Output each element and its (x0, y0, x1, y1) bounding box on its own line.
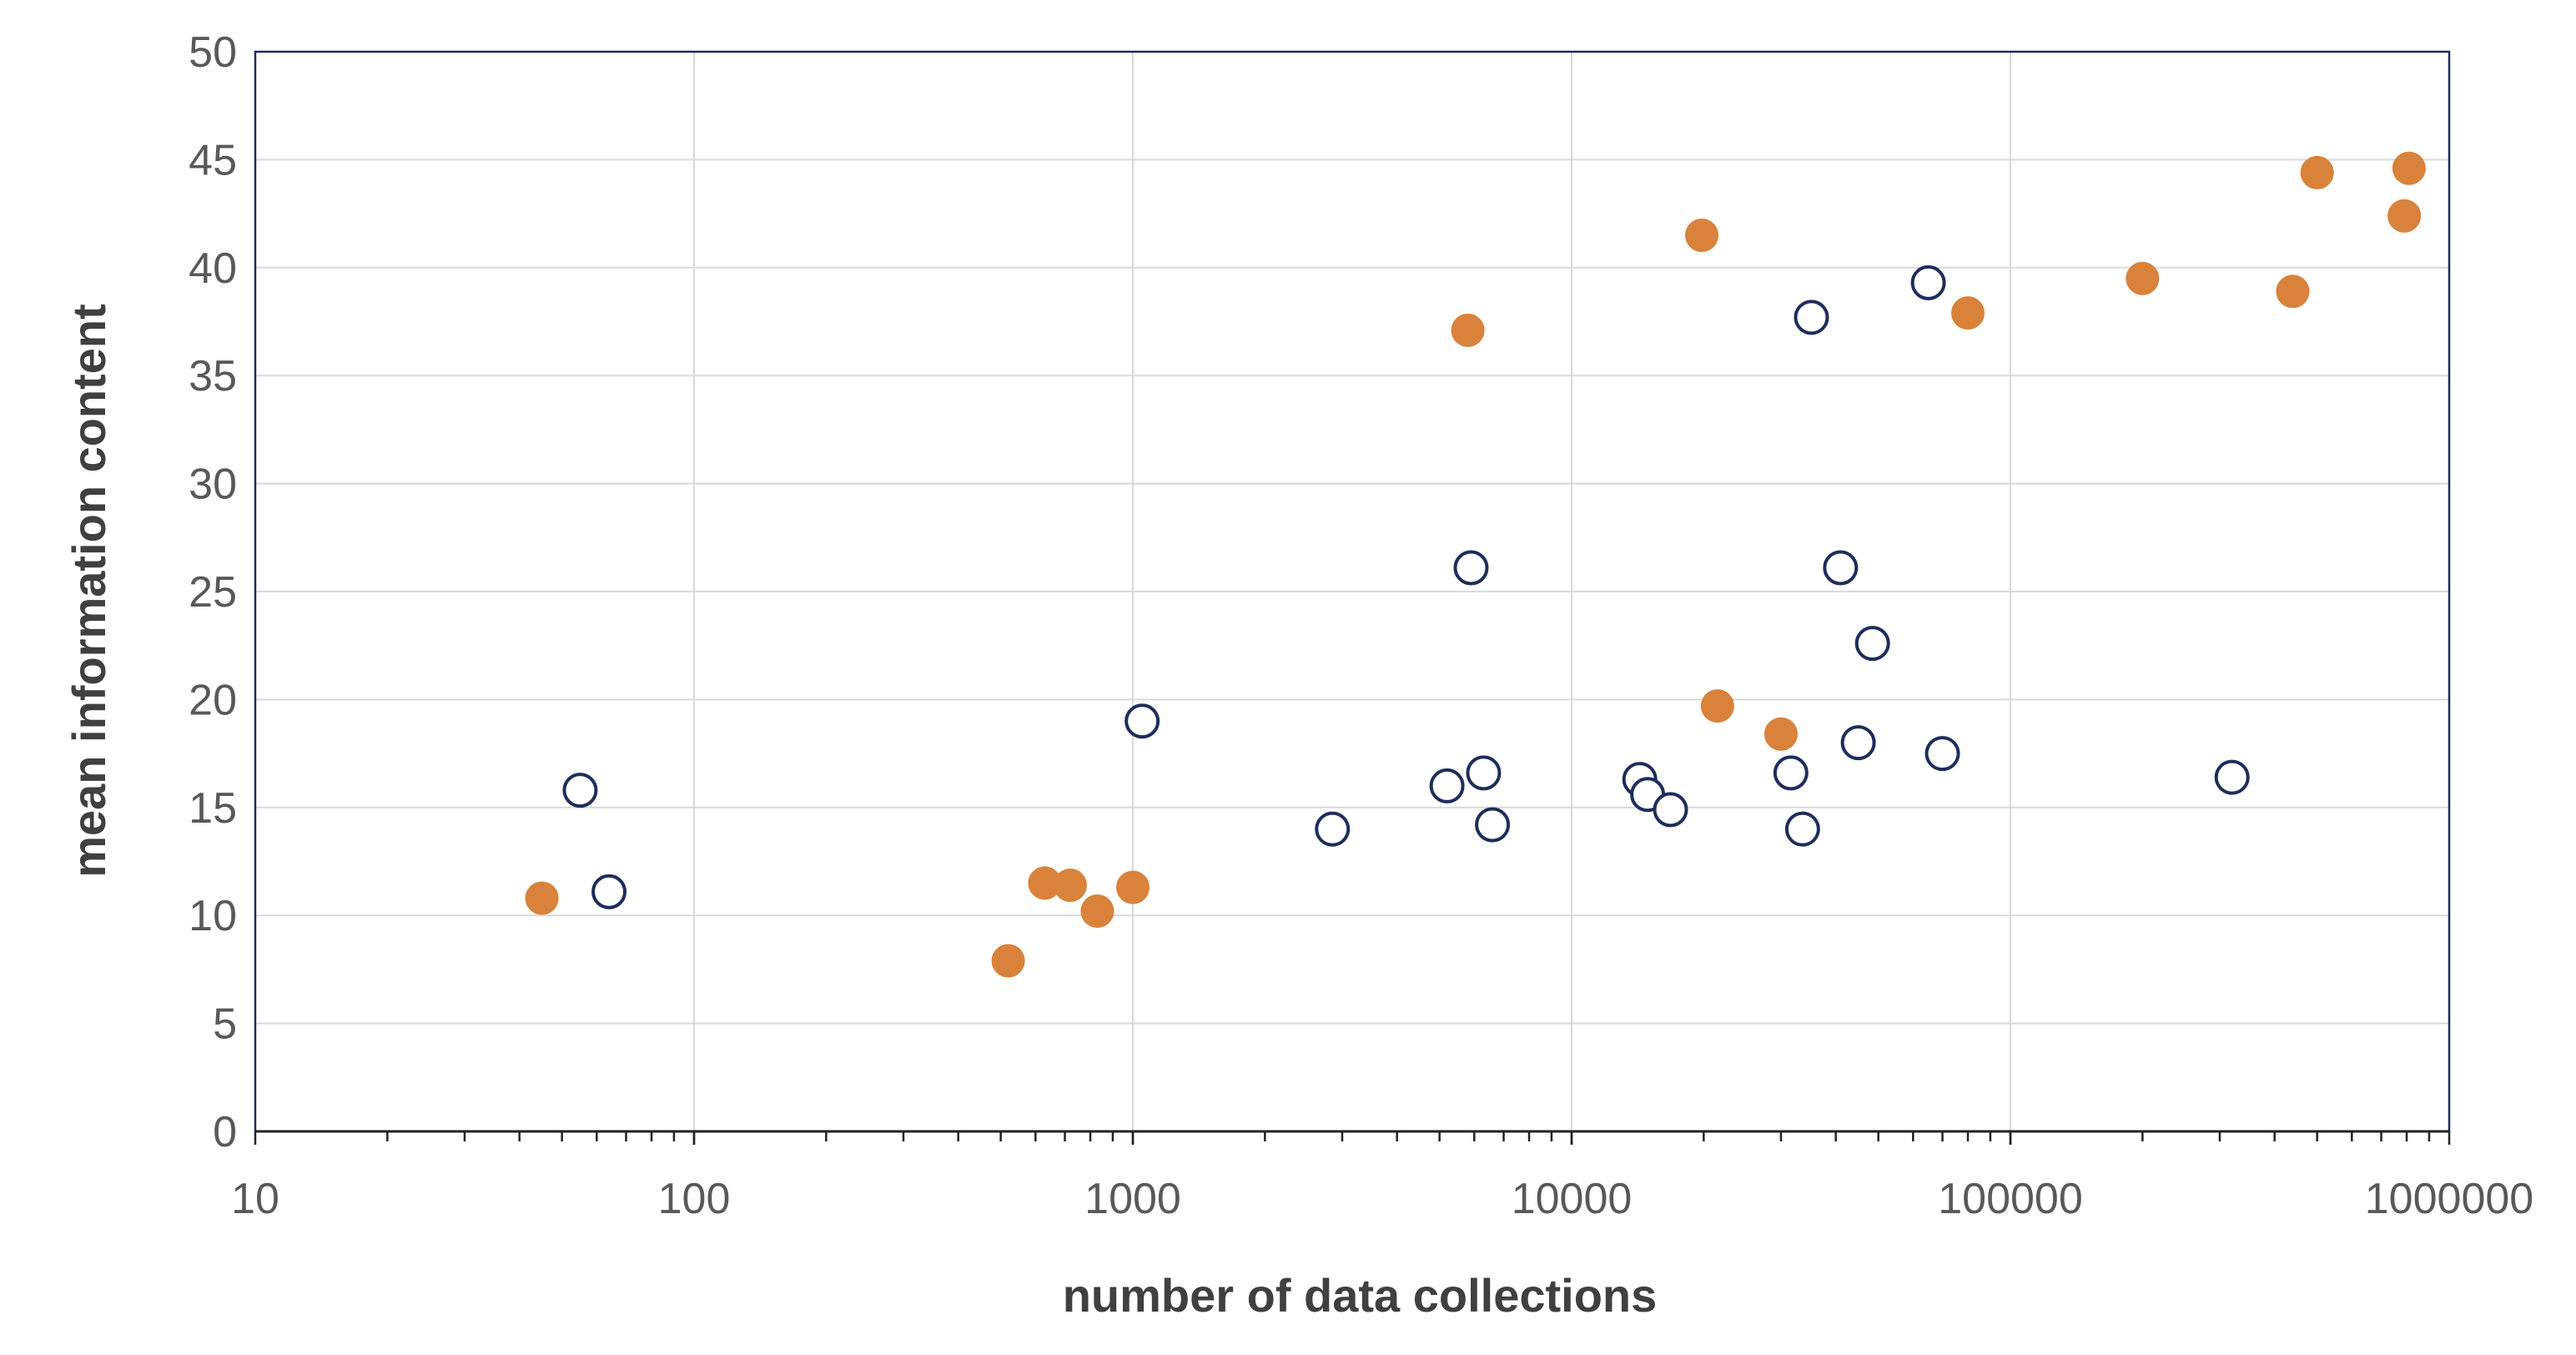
y-tick-label: 20 (189, 676, 237, 724)
orange-filled-point (525, 881, 559, 915)
orange-filled-point (1116, 870, 1150, 904)
navy-open-point (1794, 300, 1829, 335)
tick-labels: 0 5 10 15 20 25 30 35 40 45 50 10 100 1000 10000 100000… (189, 28, 2533, 1223)
orange-filled-point (1053, 868, 1087, 902)
navy-open-point (1475, 807, 1511, 843)
data-points (525, 151, 2426, 978)
x-tick-label: 100000 (1938, 1175, 2083, 1223)
orange-filled-point (1700, 689, 1734, 723)
y-tick-label: 45 (189, 136, 237, 184)
navy-open-point (591, 874, 627, 909)
x-axis-title: number of data collections (1063, 1269, 1658, 1322)
orange-filled-point (2392, 151, 2426, 185)
navy-open-point (1653, 792, 1688, 828)
navy-open-point (2214, 759, 2250, 795)
orange-filled-point (1951, 296, 1985, 330)
navy-open-point (1429, 768, 1465, 803)
orange-filled-point (1080, 894, 1114, 929)
orange-filled-point (2126, 261, 2160, 295)
x-tick-label: 10 (231, 1175, 279, 1223)
y-tick-label: 50 (189, 28, 237, 77)
y-tick-label: 5 (213, 1000, 237, 1049)
orange-filled-point (991, 944, 1025, 978)
gridlines (255, 52, 2449, 1131)
orange-filled-point (1763, 717, 1798, 751)
x-tick-label: 1000 (1084, 1175, 1181, 1223)
y-tick-label: 0 (213, 1108, 237, 1156)
navy-open-point (1924, 736, 1960, 772)
orange-filled-point (2276, 275, 2310, 309)
navy-open-point (562, 773, 598, 808)
navy-open-point (1124, 703, 1160, 739)
x-tick-label: 100 (658, 1175, 731, 1223)
orange-filled-point (2300, 155, 2334, 189)
navy-open-point (1315, 811, 1351, 847)
y-tick-label: 10 (189, 892, 237, 940)
navy-open-point (1453, 550, 1489, 586)
navy-open-point (1466, 755, 1502, 791)
navy-open-point (1910, 264, 1946, 300)
y-axis-title: mean information content (63, 304, 115, 878)
x-tick-label: 1000000 (2365, 1175, 2533, 1223)
orange-filled-point (2387, 199, 2422, 233)
x-tick-label: 10000 (1512, 1175, 1633, 1223)
navy-open-point (1823, 550, 1859, 586)
orange-filled-point (1685, 218, 1719, 252)
navy-open-point (1854, 626, 1890, 662)
y-tick-label: 35 (189, 352, 237, 400)
y-tick-label: 15 (189, 784, 237, 833)
y-tick-label: 25 (189, 568, 237, 617)
y-tick-label: 40 (189, 244, 237, 293)
y-tick-label: 30 (189, 461, 237, 509)
axes (254, 50, 2451, 1145)
orange-filled-point (1451, 313, 1485, 347)
navy-open-point (1784, 811, 1820, 847)
navy-open-point (1773, 755, 1809, 791)
navy-open-point (1840, 725, 1876, 761)
